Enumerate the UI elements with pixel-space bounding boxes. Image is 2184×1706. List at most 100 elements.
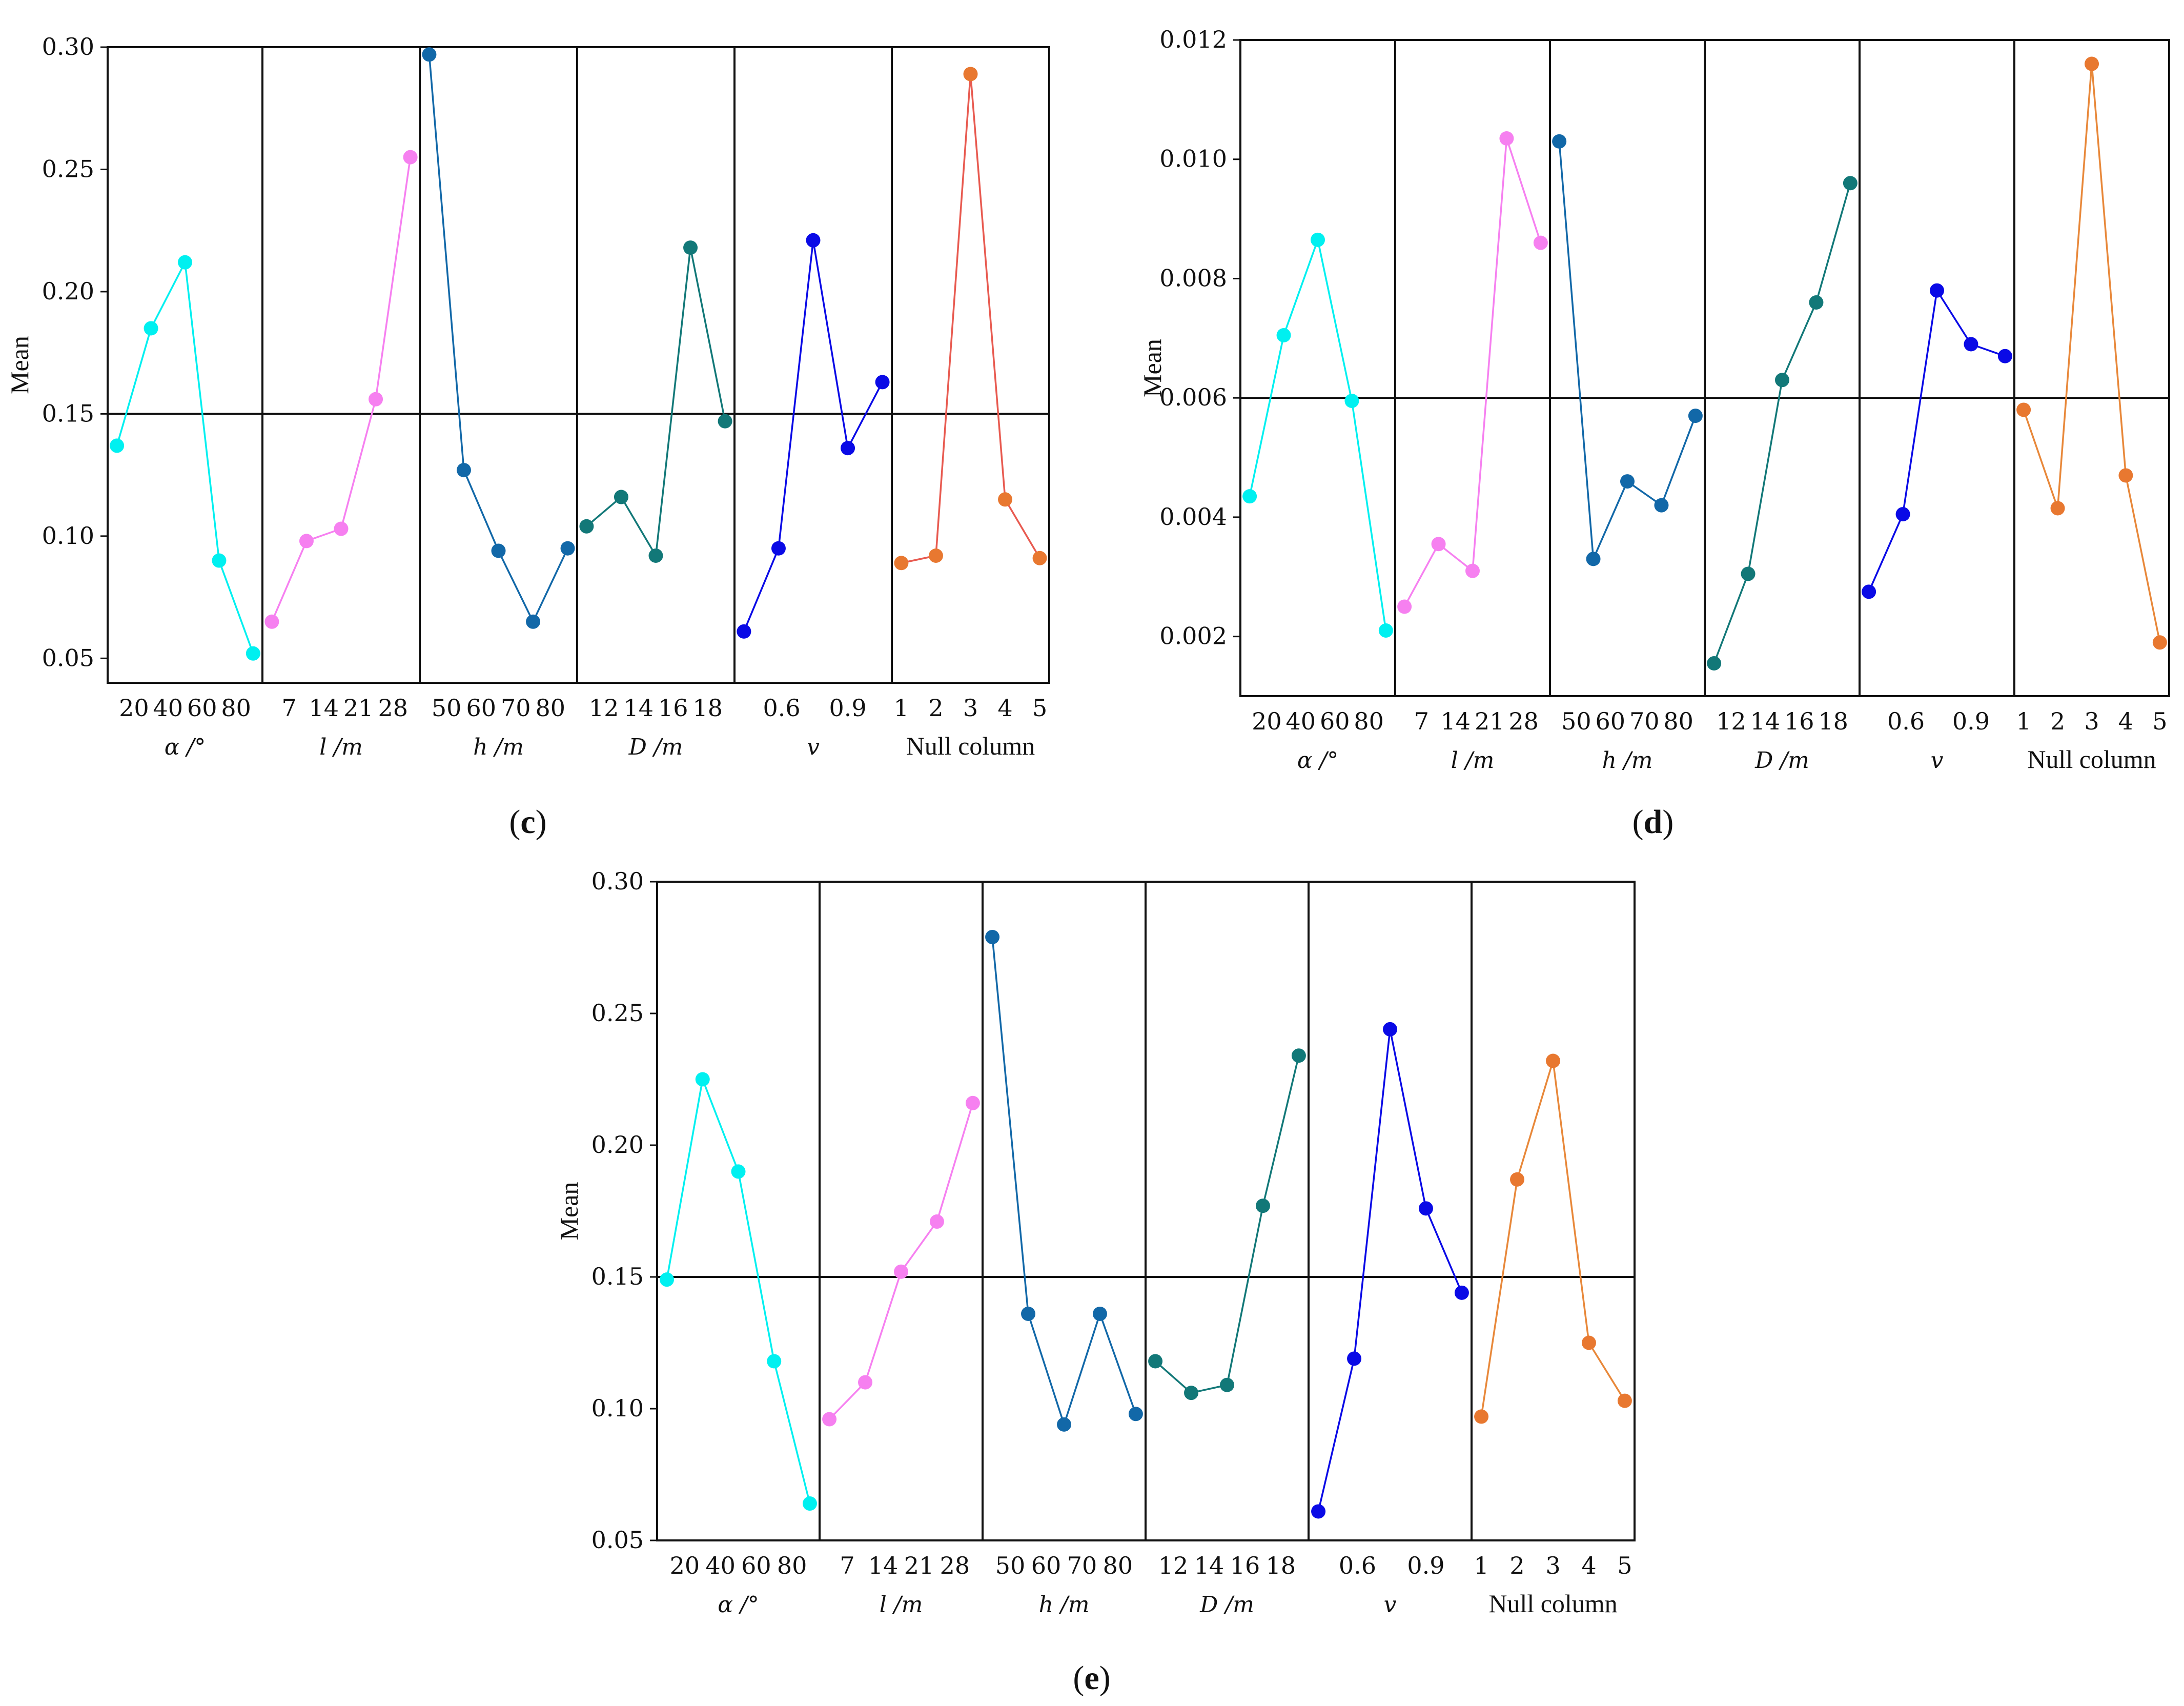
data-point-0-1 (144, 321, 158, 336)
x-tick-label: 5 (2152, 707, 2167, 735)
factor-title: v (807, 734, 820, 760)
data-point-2-4 (1688, 409, 1703, 423)
y-tick-label: 0.05 (591, 1526, 644, 1554)
y-tick-label: 0.15 (591, 1263, 644, 1290)
x-tick-label: 3 (963, 694, 978, 722)
data-point-1-0 (822, 1412, 837, 1427)
data-point-1-2 (334, 521, 349, 536)
series-line-2 (991, 937, 1137, 1428)
data-point-5-2 (2085, 56, 2099, 71)
series-line-2 (428, 54, 569, 624)
series-line-3 (1713, 182, 1851, 664)
x-tick-label: 4 (997, 694, 1012, 722)
data-point-3-1 (614, 490, 628, 504)
data-point-1-0 (264, 614, 279, 629)
series-line-2 (1558, 141, 1697, 560)
data-point-2-3 (1654, 498, 1669, 513)
data-point-3-0 (579, 519, 594, 534)
x-tick-label: 60 (1320, 707, 1350, 735)
x-tick-label: 3 (1545, 1552, 1560, 1579)
x-tick-label: 2 (928, 694, 943, 722)
data-point-3-0 (1148, 1354, 1163, 1369)
data-point-1-0 (1397, 599, 1412, 614)
data-point-1-1 (1431, 537, 1446, 552)
x-tick-label: 40 (705, 1552, 736, 1579)
y-axis-title: Mean (5, 336, 34, 394)
data-point-4-1 (771, 541, 786, 556)
series-line-0 (1249, 236, 1387, 631)
y-tick-label: 0.002 (1159, 622, 1227, 650)
x-tick-label: 20 (119, 694, 149, 722)
data-point-0-4 (1378, 623, 1393, 638)
y-tick-label: 0.10 (591, 1394, 644, 1422)
x-tick-label: 80 (1663, 707, 1693, 735)
x-tick-label: 21 (1475, 707, 1505, 735)
y-tick-label: 0.10 (42, 522, 94, 550)
data-point-2-1 (1586, 552, 1601, 566)
factor-title: D /m (1754, 747, 1809, 774)
x-tick-label: 80 (777, 1552, 807, 1579)
data-point-3-4 (1843, 176, 1858, 191)
data-point-5-1 (2050, 501, 2065, 516)
x-tick-label: 60 (1596, 707, 1626, 735)
data-point-2-0 (985, 929, 1000, 944)
factor-title: Null column (906, 732, 1035, 760)
data-point-0-4 (802, 1496, 817, 1511)
y-tick-label: 0.004 (1159, 503, 1227, 531)
data-point-4-4 (875, 375, 890, 390)
data-point-2-2 (491, 543, 506, 558)
x-tick-label: 80 (1103, 1552, 1133, 1579)
y-tick-label: 0.010 (1159, 145, 1227, 173)
factor-title: Null column (2027, 745, 2156, 774)
data-point-3-4 (718, 414, 732, 429)
factor-title: v (1384, 1592, 1397, 1618)
data-point-3-3 (1809, 295, 1824, 310)
x-tick-label: 5 (1032, 694, 1047, 722)
data-point-2-2 (1057, 1417, 1071, 1432)
series-line-3 (1154, 1055, 1300, 1394)
data-point-4-1 (1895, 507, 1910, 522)
factor-title: h /m (473, 734, 524, 760)
data-point-3-2 (1220, 1377, 1234, 1392)
data-point-2-0 (1552, 134, 1567, 149)
data-point-4-4 (1997, 349, 2012, 363)
panel-label: (e) (1073, 1659, 1110, 1697)
y-tick-label: 0.05 (42, 644, 94, 672)
data-point-5-4 (1032, 551, 1047, 565)
x-tick-label: 28 (378, 694, 409, 722)
y-tick-label: 0.25 (42, 155, 94, 182)
data-point-5-0 (2016, 402, 2031, 417)
data-point-2-4 (1128, 1407, 1143, 1421)
data-point-2-2 (1620, 474, 1635, 489)
x-tick-label: 14 (1194, 1552, 1224, 1579)
x-tick-label: 12 (589, 694, 619, 722)
x-tick-label: 70 (501, 694, 531, 722)
data-point-0-1 (1276, 328, 1291, 342)
data-point-5-3 (998, 492, 1013, 507)
data-point-4-2 (1383, 1022, 1397, 1037)
factor-title: v (1931, 747, 1944, 774)
y-tick-label: 0.20 (591, 1131, 644, 1159)
data-point-5-3 (1581, 1335, 1596, 1350)
series-line-5 (1480, 1061, 1626, 1417)
x-tick-label: 16 (1784, 707, 1814, 735)
series-line-4 (1868, 288, 2006, 593)
series-line-0 (666, 1076, 811, 1504)
series-line-5 (901, 74, 1041, 564)
data-point-5-1 (928, 549, 943, 563)
x-tick-label: 50 (995, 1552, 1026, 1579)
data-point-1-3 (1499, 131, 1514, 146)
x-tick-label: 14 (309, 694, 339, 722)
data-point-3-3 (683, 240, 698, 255)
x-tick-label: 14 (868, 1552, 899, 1579)
series-line-5 (2023, 64, 2161, 643)
factor-title: α /° (165, 734, 206, 760)
data-point-0-3 (767, 1354, 782, 1369)
data-point-4-2 (806, 233, 821, 248)
data-point-0-4 (246, 646, 260, 661)
factor-title: l /m (1451, 747, 1495, 774)
y-tick-label: 0.25 (591, 999, 644, 1027)
data-point-1-4 (1533, 235, 1548, 250)
factor-title: α /° (718, 1592, 759, 1618)
